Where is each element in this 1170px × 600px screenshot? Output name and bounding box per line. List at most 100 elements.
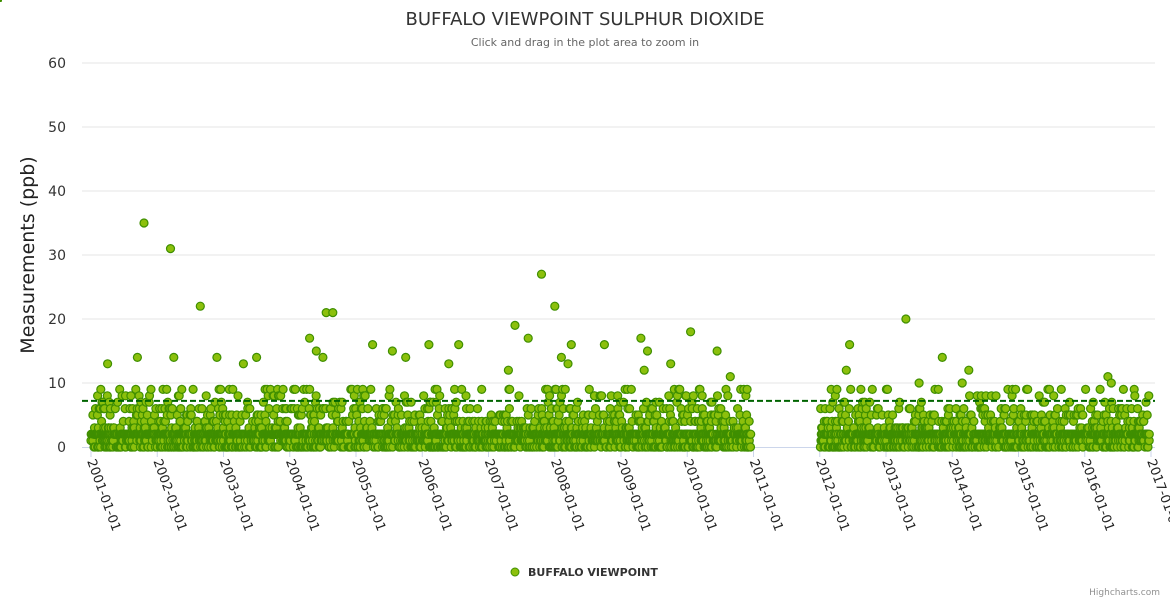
data-point[interactable] [624, 404, 635, 414]
data-point[interactable] [744, 416, 754, 426]
data-point[interactable] [387, 346, 397, 356]
data-point[interactable] [725, 372, 735, 382]
data-point[interactable] [451, 397, 461, 407]
data-point[interactable] [685, 327, 696, 337]
data-point[interactable] [177, 384, 187, 394]
data-point[interactable] [1001, 404, 1011, 414]
data-point[interactable] [1044, 384, 1055, 394]
data-point[interactable] [1144, 429, 1154, 439]
data-point[interactable] [964, 365, 974, 375]
data-point[interactable] [1078, 410, 1088, 420]
data-point[interactable] [905, 404, 915, 414]
data-point[interactable] [841, 365, 851, 375]
data-point[interactable] [844, 340, 855, 350]
data-point[interactable] [846, 384, 856, 394]
data-point[interactable] [245, 404, 255, 414]
data-point[interactable] [216, 384, 226, 394]
data-point[interactable] [1049, 391, 1059, 401]
data-point[interactable] [1106, 378, 1116, 388]
data-point[interactable] [366, 384, 376, 394]
data-point[interactable] [290, 384, 300, 394]
legend-item[interactable]: BUFFALO VIEWPOINT [510, 566, 658, 579]
data-point[interactable] [584, 384, 594, 394]
data-point[interactable] [472, 404, 483, 414]
data-point[interactable] [238, 359, 248, 369]
data-point[interactable] [901, 314, 911, 324]
data-point[interactable] [964, 391, 975, 401]
data-point[interactable] [1039, 397, 1050, 407]
data-point[interactable] [969, 416, 979, 426]
data-point[interactable] [363, 404, 373, 414]
data-point[interactable] [916, 397, 927, 407]
data-point[interactable] [723, 391, 733, 401]
data-point[interactable] [176, 404, 186, 414]
data-point[interactable] [1144, 391, 1154, 401]
data-point[interactable] [550, 301, 560, 311]
data-point[interactable] [566, 340, 576, 350]
data-point[interactable] [233, 391, 243, 401]
series-points[interactable] [0, 0, 1154, 452]
data-point[interactable] [146, 384, 156, 394]
data-point[interactable] [596, 391, 607, 401]
data-point[interactable] [424, 340, 434, 350]
credits-link[interactable]: Highcharts.com [1089, 588, 1160, 598]
data-point[interactable] [675, 384, 685, 394]
data-point[interactable] [102, 359, 113, 369]
data-point[interactable] [652, 410, 662, 420]
data-point[interactable] [457, 384, 467, 394]
data-point[interactable] [1130, 391, 1140, 401]
data-point[interactable] [477, 384, 487, 394]
data-point[interactable] [305, 333, 315, 343]
data-point[interactable] [856, 384, 866, 394]
data-point[interactable] [720, 410, 731, 420]
data-point[interactable] [201, 391, 211, 401]
data-point[interactable] [894, 397, 905, 407]
data-point[interactable] [843, 416, 854, 426]
data-point[interactable] [444, 359, 454, 369]
data-point[interactable] [337, 397, 347, 407]
data-point[interactable] [933, 384, 943, 394]
data-point[interactable] [195, 301, 205, 311]
data-point[interactable] [1010, 384, 1021, 394]
data-point[interactable] [844, 404, 854, 414]
data-point[interactable] [311, 346, 321, 356]
data-point[interactable] [1118, 384, 1129, 394]
data-point[interactable] [505, 384, 515, 394]
data-point[interactable] [742, 384, 752, 394]
data-point[interactable] [1142, 410, 1152, 420]
data-point[interactable] [162, 384, 172, 394]
data-point[interactable] [311, 391, 321, 401]
data-point[interactable] [278, 384, 288, 394]
data-point[interactable] [1132, 404, 1143, 414]
data-point[interactable] [882, 384, 893, 394]
data-point[interactable] [435, 391, 445, 401]
data-point[interactable] [328, 308, 338, 318]
data-point[interactable] [1064, 397, 1075, 407]
data-point[interactable] [639, 365, 649, 375]
data-point[interactable] [832, 384, 842, 394]
data-point[interactable] [563, 359, 573, 369]
data-point[interactable] [716, 404, 726, 414]
data-point[interactable] [929, 410, 940, 420]
data-point[interactable] [556, 352, 567, 362]
data-point[interactable] [1034, 391, 1044, 401]
data-point[interactable] [139, 218, 149, 228]
data-point[interactable] [873, 404, 883, 414]
data-point[interactable] [368, 340, 378, 350]
data-point[interactable] [867, 384, 877, 394]
data-point[interactable] [1088, 397, 1098, 407]
data-point[interactable] [381, 404, 391, 414]
data-point[interactable] [1080, 384, 1091, 394]
data-point[interactable] [188, 384, 198, 394]
data-point[interactable] [536, 269, 547, 279]
data-point[interactable] [503, 365, 513, 375]
data-point[interactable] [96, 384, 106, 394]
data-point[interactable] [544, 391, 555, 401]
data-point[interactable] [560, 384, 570, 394]
data-point[interactable] [169, 352, 179, 362]
data-point[interactable] [186, 410, 196, 420]
data-point[interactable] [865, 397, 875, 407]
data-point[interactable] [318, 352, 328, 362]
data-point[interactable] [599, 340, 610, 350]
